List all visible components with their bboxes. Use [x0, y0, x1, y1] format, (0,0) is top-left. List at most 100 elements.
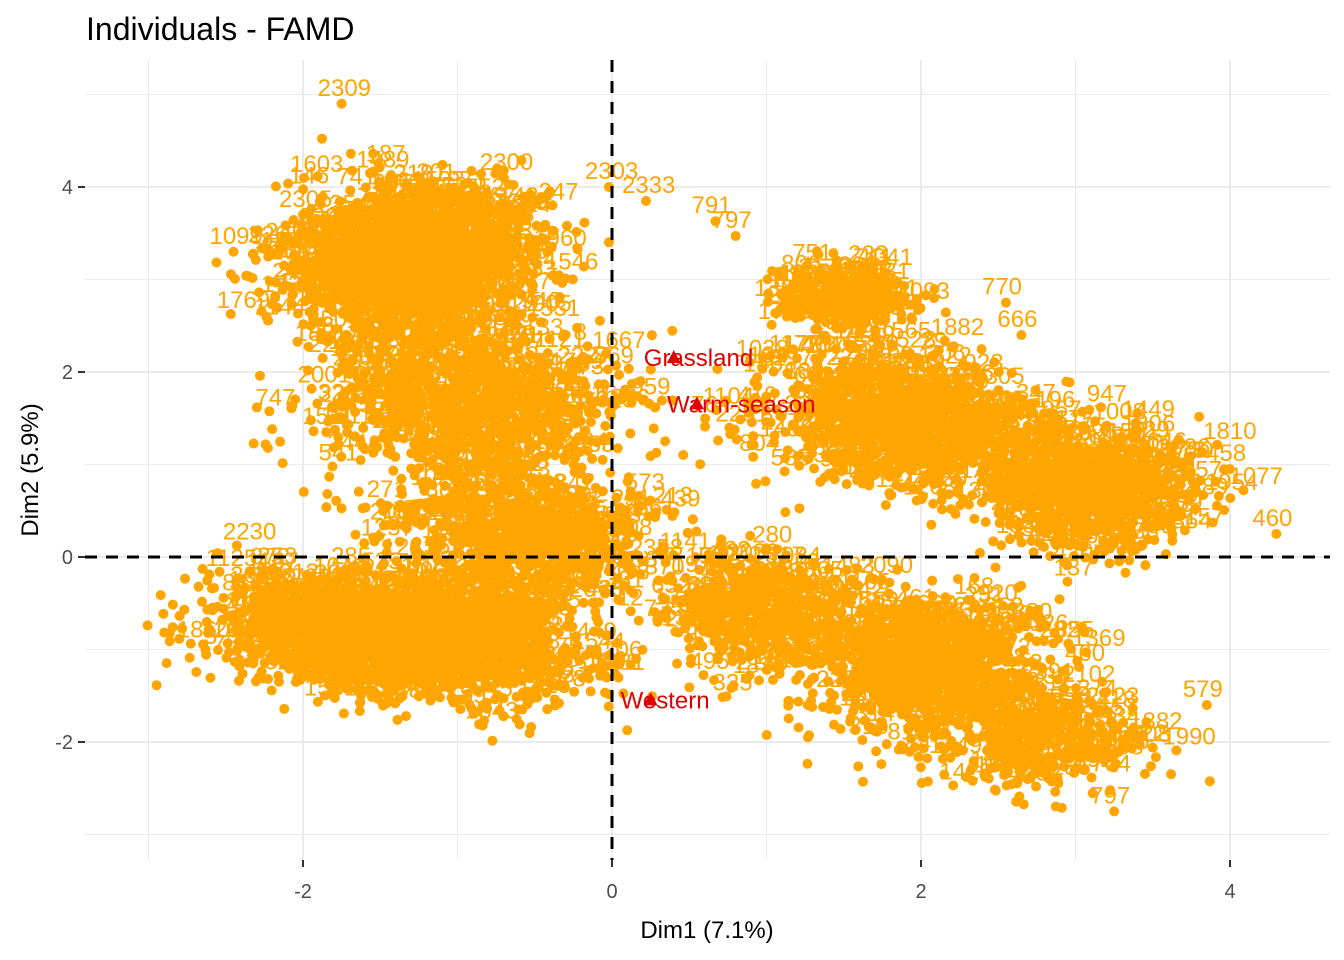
- individual-point: [459, 196, 470, 207]
- individual-point: [248, 438, 259, 449]
- individual-point: [191, 666, 202, 677]
- individual-point: [380, 345, 391, 356]
- individual-point: [543, 189, 554, 200]
- individual-point: [275, 436, 286, 447]
- individual-point: [527, 312, 538, 323]
- individual-point: [417, 422, 428, 433]
- individual-point: [388, 607, 399, 618]
- individual-point: [503, 409, 514, 420]
- individual-point: [480, 612, 491, 623]
- individual-point: [241, 270, 252, 281]
- individual-point: [465, 271, 476, 282]
- individual-label: 973: [564, 354, 604, 381]
- individual-point: [553, 698, 564, 709]
- individual-point: [466, 702, 477, 713]
- individual-point: [371, 659, 382, 670]
- individual-point: [200, 644, 211, 655]
- individual-point: [498, 417, 509, 428]
- individual-point: [530, 197, 541, 208]
- individual-label: 2230: [223, 518, 276, 545]
- individual-point: [579, 217, 590, 228]
- individual-point: [590, 606, 601, 617]
- individual-point: [385, 220, 396, 231]
- individual-point: [307, 220, 318, 231]
- individual-point: [473, 685, 484, 696]
- individual-point: [206, 583, 217, 594]
- individual-label: 729: [400, 387, 440, 414]
- individual-point: [368, 148, 379, 159]
- individual-point: [416, 240, 427, 251]
- individual-point: [180, 573, 191, 584]
- individual-point: [341, 246, 352, 257]
- individual-point: [205, 672, 216, 683]
- individual-point: [490, 349, 501, 360]
- individual-point: [558, 331, 569, 342]
- individual-point: [341, 329, 352, 340]
- individual-point: [303, 365, 314, 376]
- individual-point: [262, 443, 273, 454]
- individual-label: 1667: [592, 327, 645, 354]
- individual-point: [381, 373, 392, 384]
- individual-point: [447, 680, 458, 691]
- individual-point: [597, 454, 608, 465]
- individual-point: [503, 271, 514, 282]
- individual-point: [298, 486, 309, 497]
- individual-point: [298, 319, 309, 330]
- individual-label: 1489: [356, 146, 409, 173]
- individual-point: [506, 672, 517, 683]
- individual-label: 774: [388, 169, 428, 196]
- individual-point: [524, 728, 535, 739]
- individual-point: [517, 704, 528, 715]
- individual-point: [567, 646, 578, 657]
- individual-point: [266, 685, 277, 696]
- individual-point: [567, 274, 578, 285]
- individual-label: 747: [255, 384, 295, 411]
- individual-point: [458, 694, 469, 705]
- individual-point: [203, 625, 214, 636]
- individual-point: [529, 235, 540, 246]
- individual-point: [381, 698, 392, 709]
- individual-point: [373, 158, 384, 169]
- individual-point: [472, 409, 483, 420]
- individual-point: [284, 663, 295, 674]
- individual-point: [324, 471, 335, 482]
- individual-point: [237, 625, 248, 636]
- individual-point: [301, 670, 312, 681]
- individual-point: [352, 246, 363, 257]
- individual-point: [211, 257, 222, 268]
- individual-point: [368, 440, 379, 451]
- individual-point: [334, 220, 345, 231]
- individual-point: [572, 244, 583, 255]
- individual-label: 541: [318, 440, 358, 467]
- individual-point: [366, 691, 377, 702]
- individual-point: [299, 172, 310, 183]
- individual-point: [483, 410, 494, 421]
- individual-point: [594, 315, 605, 326]
- individual-point: [373, 389, 384, 400]
- individual-point: [204, 569, 215, 580]
- individual-point: [471, 200, 482, 211]
- individual-point: [253, 613, 264, 624]
- individual-point: [287, 289, 298, 300]
- individual-point: [360, 182, 371, 193]
- individual-point: [279, 703, 290, 714]
- individual-label: 1860: [177, 617, 230, 644]
- individual-point: [382, 285, 393, 296]
- individual-point: [158, 608, 169, 619]
- individual-point: [386, 449, 397, 460]
- individual-point: [353, 224, 364, 235]
- individual-point: [575, 387, 586, 398]
- individual-point: [277, 284, 288, 295]
- individual-point: [151, 680, 162, 691]
- individual-point: [487, 735, 498, 746]
- individual-point: [354, 706, 365, 717]
- individual-point: [549, 415, 560, 426]
- individual-point: [402, 668, 413, 679]
- individual-point: [440, 412, 451, 423]
- individual-point: [572, 322, 583, 333]
- individual-point: [352, 347, 363, 358]
- individual-point: [615, 650, 626, 661]
- individual-point: [350, 392, 361, 403]
- individual-point: [142, 620, 153, 631]
- individual-point: [356, 690, 367, 701]
